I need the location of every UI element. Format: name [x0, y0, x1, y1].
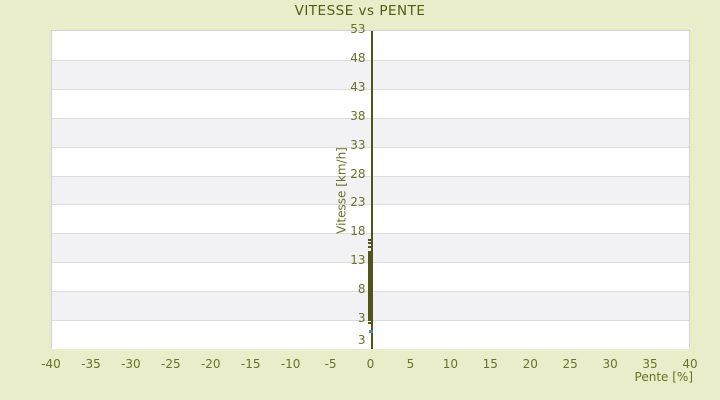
x-tick-label: 0	[366, 357, 375, 371]
data-series-band	[368, 251, 373, 322]
x-tick-label: 30	[602, 357, 618, 371]
y-tick-label: 28	[350, 166, 366, 181]
y-tick-label: 8	[357, 282, 366, 297]
y-tick-label: 53	[350, 22, 366, 36]
x-tick-label: -20	[200, 357, 221, 371]
x-tick-label: 10	[442, 357, 459, 371]
outlier-point	[368, 330, 373, 334]
x-tick-label: 25	[562, 357, 578, 371]
y-axis-line	[370, 31, 373, 349]
x-tick-label: -35	[81, 357, 101, 371]
x-tick-label: -5	[324, 357, 337, 371]
data-point-dash	[368, 242, 373, 245]
data-point-dash	[368, 322, 373, 325]
plot-area	[51, 30, 690, 349]
x-tick-label: 15	[482, 357, 498, 371]
y-tick-label: 43	[350, 79, 366, 94]
x-tick-label: -10	[280, 357, 301, 371]
data-point-dash	[368, 245, 373, 248]
x-axis-title: Pente [%]	[634, 370, 693, 384]
y-tick-label: 18	[350, 224, 366, 239]
x-tick-label: 20	[522, 357, 538, 371]
y-tick-label: 38	[350, 108, 366, 123]
x-tick-label: 5	[406, 357, 415, 371]
x-tick-label: -15	[240, 357, 261, 371]
chart-title: VITESSE vs PENTE	[294, 3, 426, 19]
y-tick-label: 48	[350, 50, 366, 65]
y-tick-label: 3	[357, 311, 366, 326]
y-tick-label: 23	[350, 195, 366, 210]
y-tick-label: 33	[350, 137, 366, 152]
x-tick-label: -40	[41, 357, 61, 371]
x-tick-label: -30	[121, 357, 141, 371]
x-tick-label: 40	[682, 357, 698, 371]
y-tick-label: 3	[357, 333, 366, 347]
data-point-dash	[368, 239, 373, 242]
x-tick-label: -25	[161, 357, 181, 371]
x-tick-label: 35	[642, 357, 658, 371]
y-tick-label: 13	[350, 253, 366, 268]
